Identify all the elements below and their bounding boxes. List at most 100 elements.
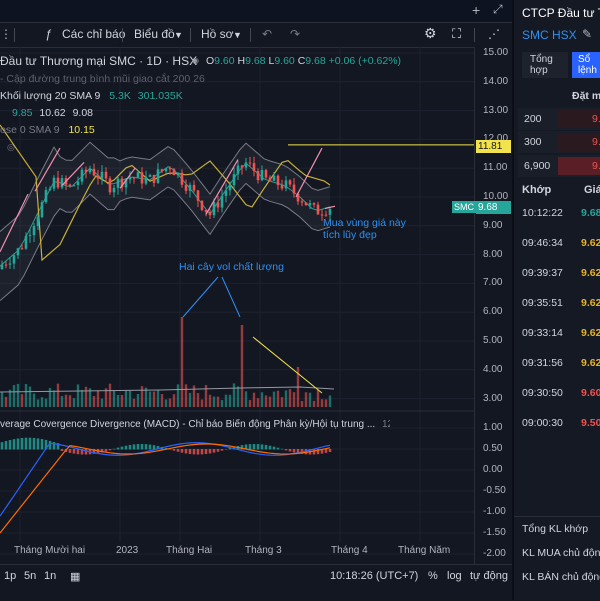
candle-body bbox=[60, 178, 64, 188]
macd-histogram bbox=[224, 449, 228, 450]
macd-histogram bbox=[176, 449, 180, 452]
volume-legend: Khối lượng 20 SMA 9 5.3K 301.035K bbox=[0, 90, 183, 102]
candle-body bbox=[272, 175, 276, 181]
candle-body bbox=[92, 168, 96, 176]
volume-bar bbox=[184, 384, 188, 407]
macd-pane bbox=[0, 427, 474, 555]
candle-body bbox=[284, 180, 288, 189]
auto-toggle[interactable]: tự động bbox=[470, 570, 508, 582]
chart-toolbar: ⋮ ƒ Các chỉ báo Biểu đồ ▼ Hồ sơ ▼ ↶ ↷ ⚙ … bbox=[0, 23, 512, 48]
macd-histogram bbox=[100, 449, 104, 453]
volume-bar bbox=[140, 386, 144, 407]
volume-bar bbox=[300, 400, 304, 407]
pencil-icon[interactable]: ✎ bbox=[582, 27, 593, 41]
volume-bar bbox=[236, 386, 240, 407]
time-label: Tháng Mười hai bbox=[14, 545, 86, 556]
volume-bar bbox=[16, 383, 20, 407]
macd-histogram bbox=[268, 445, 272, 450]
macd-histogram bbox=[112, 448, 116, 450]
price-axis[interactable]: 15.00 14.00 13.00 12.00 11.00 10.00 9.00 8.00 7.… bbox=[474, 47, 513, 564]
candle-body bbox=[184, 184, 188, 191]
chevron-down-icon[interactable]: ▼ bbox=[233, 30, 242, 40]
macd-histogram bbox=[152, 445, 156, 450]
candle-body bbox=[304, 202, 308, 206]
eye-icon[interactable]: ◉ bbox=[192, 56, 199, 65]
divider bbox=[122, 28, 123, 42]
candle-body bbox=[228, 185, 232, 191]
gear-icon[interactable]: ⚙ bbox=[424, 25, 437, 41]
volume-bar bbox=[304, 392, 308, 407]
volume-bar bbox=[20, 394, 24, 407]
volume-bar bbox=[40, 397, 44, 407]
fullscreen-icon[interactable]: ⛶ bbox=[452, 26, 462, 41]
share-icon[interactable]: ⋰ bbox=[488, 27, 500, 41]
tab-orderbook[interactable]: Sổ lệnh bbox=[572, 52, 600, 78]
volume-bar bbox=[252, 392, 256, 407]
macd-histogram bbox=[200, 449, 204, 455]
macd-histogram bbox=[320, 449, 324, 454]
volume-bar bbox=[224, 394, 228, 407]
calendar-icon[interactable]: ▦ bbox=[70, 571, 81, 583]
macd-histogram bbox=[304, 449, 308, 455]
macd-histogram bbox=[104, 449, 108, 452]
plus-icon[interactable]: + bbox=[472, 2, 481, 18]
macd-histogram bbox=[312, 449, 316, 455]
volume-bar bbox=[68, 395, 72, 407]
candle-body bbox=[124, 179, 128, 188]
buy-volume-label: KL MUA chủ động bbox=[522, 547, 600, 559]
volume-bar bbox=[116, 394, 120, 407]
trades-header-time: Khớp bbox=[522, 184, 552, 196]
candle-body bbox=[36, 217, 40, 227]
price-tick: 12.00 bbox=[483, 133, 509, 145]
candle-body bbox=[320, 214, 324, 216]
more-icon[interactable]: ⋮ bbox=[0, 27, 12, 41]
indicators-button[interactable]: Các chỉ báo bbox=[62, 27, 126, 41]
macd-histogram bbox=[204, 449, 208, 455]
log-toggle[interactable]: log bbox=[447, 570, 462, 582]
volume-bar bbox=[240, 325, 244, 407]
indicators-icon[interactable]: ƒ bbox=[45, 27, 52, 41]
redo-icon[interactable]: ↷ bbox=[290, 27, 301, 41]
percent-toggle[interactable]: % bbox=[428, 570, 438, 582]
range-5y[interactable]: 5n bbox=[24, 570, 37, 582]
macd-histogram bbox=[280, 448, 284, 450]
clock[interactable]: 10:18:26 (UTC+7) bbox=[330, 570, 419, 582]
candle-body bbox=[76, 181, 80, 186]
chevron-down-icon[interactable]: ▼ bbox=[174, 30, 183, 40]
macd-histogram bbox=[156, 445, 160, 450]
candle-body bbox=[28, 235, 32, 237]
price-tick: 8.00 bbox=[483, 248, 503, 260]
volume-bar bbox=[64, 394, 68, 407]
candle-body bbox=[88, 168, 92, 173]
undo-icon[interactable]: ↶ bbox=[262, 27, 273, 41]
candle-body bbox=[4, 264, 8, 266]
buy-zone-note-1: Mua vùng giá này bbox=[323, 217, 406, 229]
ma-line bbox=[0, 124, 331, 262]
candle-body bbox=[128, 177, 132, 180]
volume-bar bbox=[0, 392, 4, 407]
macd-tick: 0.00 bbox=[483, 464, 503, 475]
price-tick: 9.00 bbox=[483, 219, 503, 231]
volume-bar bbox=[144, 387, 148, 407]
expand-icon[interactable]: ⤢ bbox=[493, 2, 503, 16]
symbol-link[interactable]: SMC HSX bbox=[522, 28, 577, 42]
volume-bar bbox=[256, 398, 260, 407]
trade-price: 9.62 bbox=[581, 267, 600, 279]
eye-icon[interactable]: ◎ bbox=[7, 142, 15, 152]
candle-body bbox=[192, 184, 196, 191]
macd-histogram bbox=[264, 444, 268, 450]
macd-histogram bbox=[108, 449, 112, 451]
chart-type-button[interactable]: Biểu đồ bbox=[134, 27, 175, 41]
candle-body bbox=[40, 202, 44, 218]
range-1d[interactable]: 1n bbox=[44, 570, 57, 582]
tab-summary[interactable]: Tổng hợp bbox=[522, 52, 568, 78]
volume-note: Hai cây vol chất lượng bbox=[179, 261, 284, 273]
range-1y[interactable]: 1p bbox=[4, 570, 17, 582]
candle-body bbox=[312, 203, 316, 205]
price-chart[interactable] bbox=[0, 47, 474, 564]
templates-button[interactable]: Hồ sơ bbox=[201, 27, 234, 41]
trade-price: 9.62 bbox=[581, 297, 600, 309]
candle-body bbox=[188, 184, 192, 191]
candle-body bbox=[180, 172, 184, 185]
volume-bar bbox=[176, 384, 180, 407]
